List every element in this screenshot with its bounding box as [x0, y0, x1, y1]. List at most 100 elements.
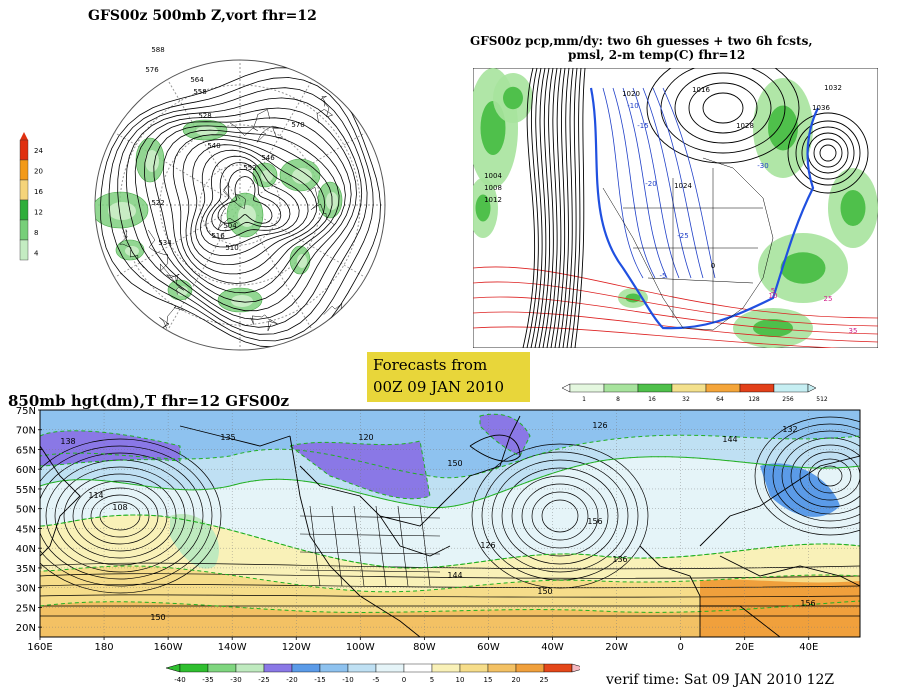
temp-swatch: [319, 663, 349, 673]
temp-swatch: [179, 663, 209, 673]
temp-label-20: 20: [512, 676, 521, 684]
na-label-1028: 1028: [736, 122, 754, 130]
na-label-25: 25: [824, 295, 833, 303]
colorbar-label-24: 24: [34, 147, 43, 155]
lon-label-160E: 160E: [27, 642, 52, 653]
temperature-contours-850: [40, 410, 860, 637]
contour-label-528: 528: [198, 112, 211, 120]
height-label-132: 132: [782, 425, 797, 434]
isobar: [550, 68, 562, 348]
vorticity-colorbar: 24 20 16 12 8 4: [19, 132, 43, 261]
temp-swatch: [543, 663, 573, 673]
na-label--15: -15: [637, 122, 648, 130]
forecast-box-line1: Forecasts from: [373, 356, 488, 374]
state-lines: [623, 168, 763, 323]
na-label-35: 35: [849, 327, 858, 335]
pcp-swatch: [773, 383, 809, 393]
height-contour: [182, 139, 326, 275]
pcp-arrow-left: [561, 383, 571, 393]
height-label-136: 136: [612, 555, 627, 564]
colorbar-swatch: [19, 239, 29, 261]
coastline: [119, 229, 144, 268]
temp-label--5: -5: [373, 676, 380, 684]
height-label-150: 150: [150, 613, 165, 622]
lon-label-20E: 20E: [735, 642, 754, 653]
isobar: [570, 68, 582, 348]
850-map-frame: [39, 409, 861, 638]
coastline: [166, 273, 185, 295]
height-label-114: 114: [88, 491, 103, 500]
cold-contour: [652, 87, 704, 279]
colorbar-label-12: 12: [34, 209, 43, 217]
height-contour: [117, 87, 368, 335]
border-line: [397, 505, 409, 587]
forecast-box-line2: 00Z 09 JAN 2010: [373, 378, 505, 396]
na-contour-labels: 1004 1008 1012 1016 1020 1024 1028 1032 1036 -10 -…: [484, 84, 857, 335]
pmsl-isobars: [522, 68, 869, 348]
colorbar-arrow: [20, 132, 28, 140]
temp-swatch: [207, 663, 237, 673]
precip-core: [753, 319, 793, 337]
height-label-156: 156: [800, 599, 815, 608]
border-line: [299, 533, 441, 537]
contour-label-570: 570: [291, 121, 304, 129]
coastline: [256, 125, 283, 143]
coastline: [250, 314, 278, 332]
lat-label-30N: 30N: [16, 584, 36, 595]
height-contour-850: [40, 583, 860, 589]
isobar: [526, 68, 539, 348]
coastline-850: [40, 445, 81, 557]
temp-arrow-left: [165, 663, 181, 673]
pcp-label-1: 1: [582, 396, 586, 403]
isobar-low: [813, 138, 843, 168]
temp-label-0: 0: [402, 676, 406, 684]
verification-time: verif time: Sat 09 JAN 2010 12Z: [606, 672, 835, 688]
temp-swatch: [263, 663, 293, 673]
lon-label-100W: 100W: [346, 642, 375, 653]
isobar: [546, 68, 558, 348]
latitude-axis: 75N 70N 65N 60N 55N 50N 45N 40N 35N 30N 25N 20N: [16, 406, 42, 634]
na-label-1004: 1004: [484, 172, 502, 180]
panel1-title: GFS00z 500mb Z,vort fhr=12: [88, 8, 317, 24]
world-coastlines: [40, 415, 860, 637]
cold-contour: [612, 87, 656, 279]
pcp-swatch: [603, 383, 639, 393]
850mb-map: 138 135 120 114 108 126 132 144 150 156 126 136 144 1…: [16, 406, 861, 653]
height-contour-850: [754, 416, 860, 536]
isobar-high: [702, 92, 744, 124]
cold-contour: [642, 87, 692, 279]
height-contour-850: [501, 467, 619, 565]
precip-core: [840, 190, 866, 226]
temp-label-10: 10: [456, 676, 465, 684]
lat-label-50N: 50N: [16, 505, 36, 516]
lat-label-65N: 65N: [16, 445, 36, 456]
isobar-low: [819, 144, 837, 162]
height-contour-850: [790, 444, 860, 508]
freezing-line: [589, 87, 819, 330]
height-label-135: 135: [220, 433, 235, 442]
coastline-850: [289, 435, 421, 637]
height-contour: [195, 149, 309, 256]
height-contour-850: [40, 562, 860, 570]
vort-blob-core: [261, 170, 273, 182]
pcp-label-256: 256: [782, 396, 794, 403]
cold-contour: [622, 87, 668, 279]
temp-label--35: -35: [202, 676, 213, 684]
na-label-10: 10: [769, 292, 778, 300]
colorbar-label-16: 16: [34, 188, 43, 196]
border-line: [299, 515, 441, 519]
isobar: [566, 68, 578, 348]
pcp-arrow-right: [807, 383, 817, 393]
border-line: [299, 569, 441, 573]
temp-label--40: -40: [174, 676, 185, 684]
coastline-850: [719, 555, 860, 587]
temperature-band: [760, 463, 840, 517]
temp-label--10: -10: [342, 676, 353, 684]
isobar-low: [795, 120, 861, 186]
pcp-label-512: 512: [816, 396, 828, 403]
temp-label-25: 25: [540, 676, 549, 684]
height-contour: [143, 117, 352, 312]
na-label-1016: 1016: [692, 86, 710, 94]
na-label-1032: 1032: [824, 84, 842, 92]
